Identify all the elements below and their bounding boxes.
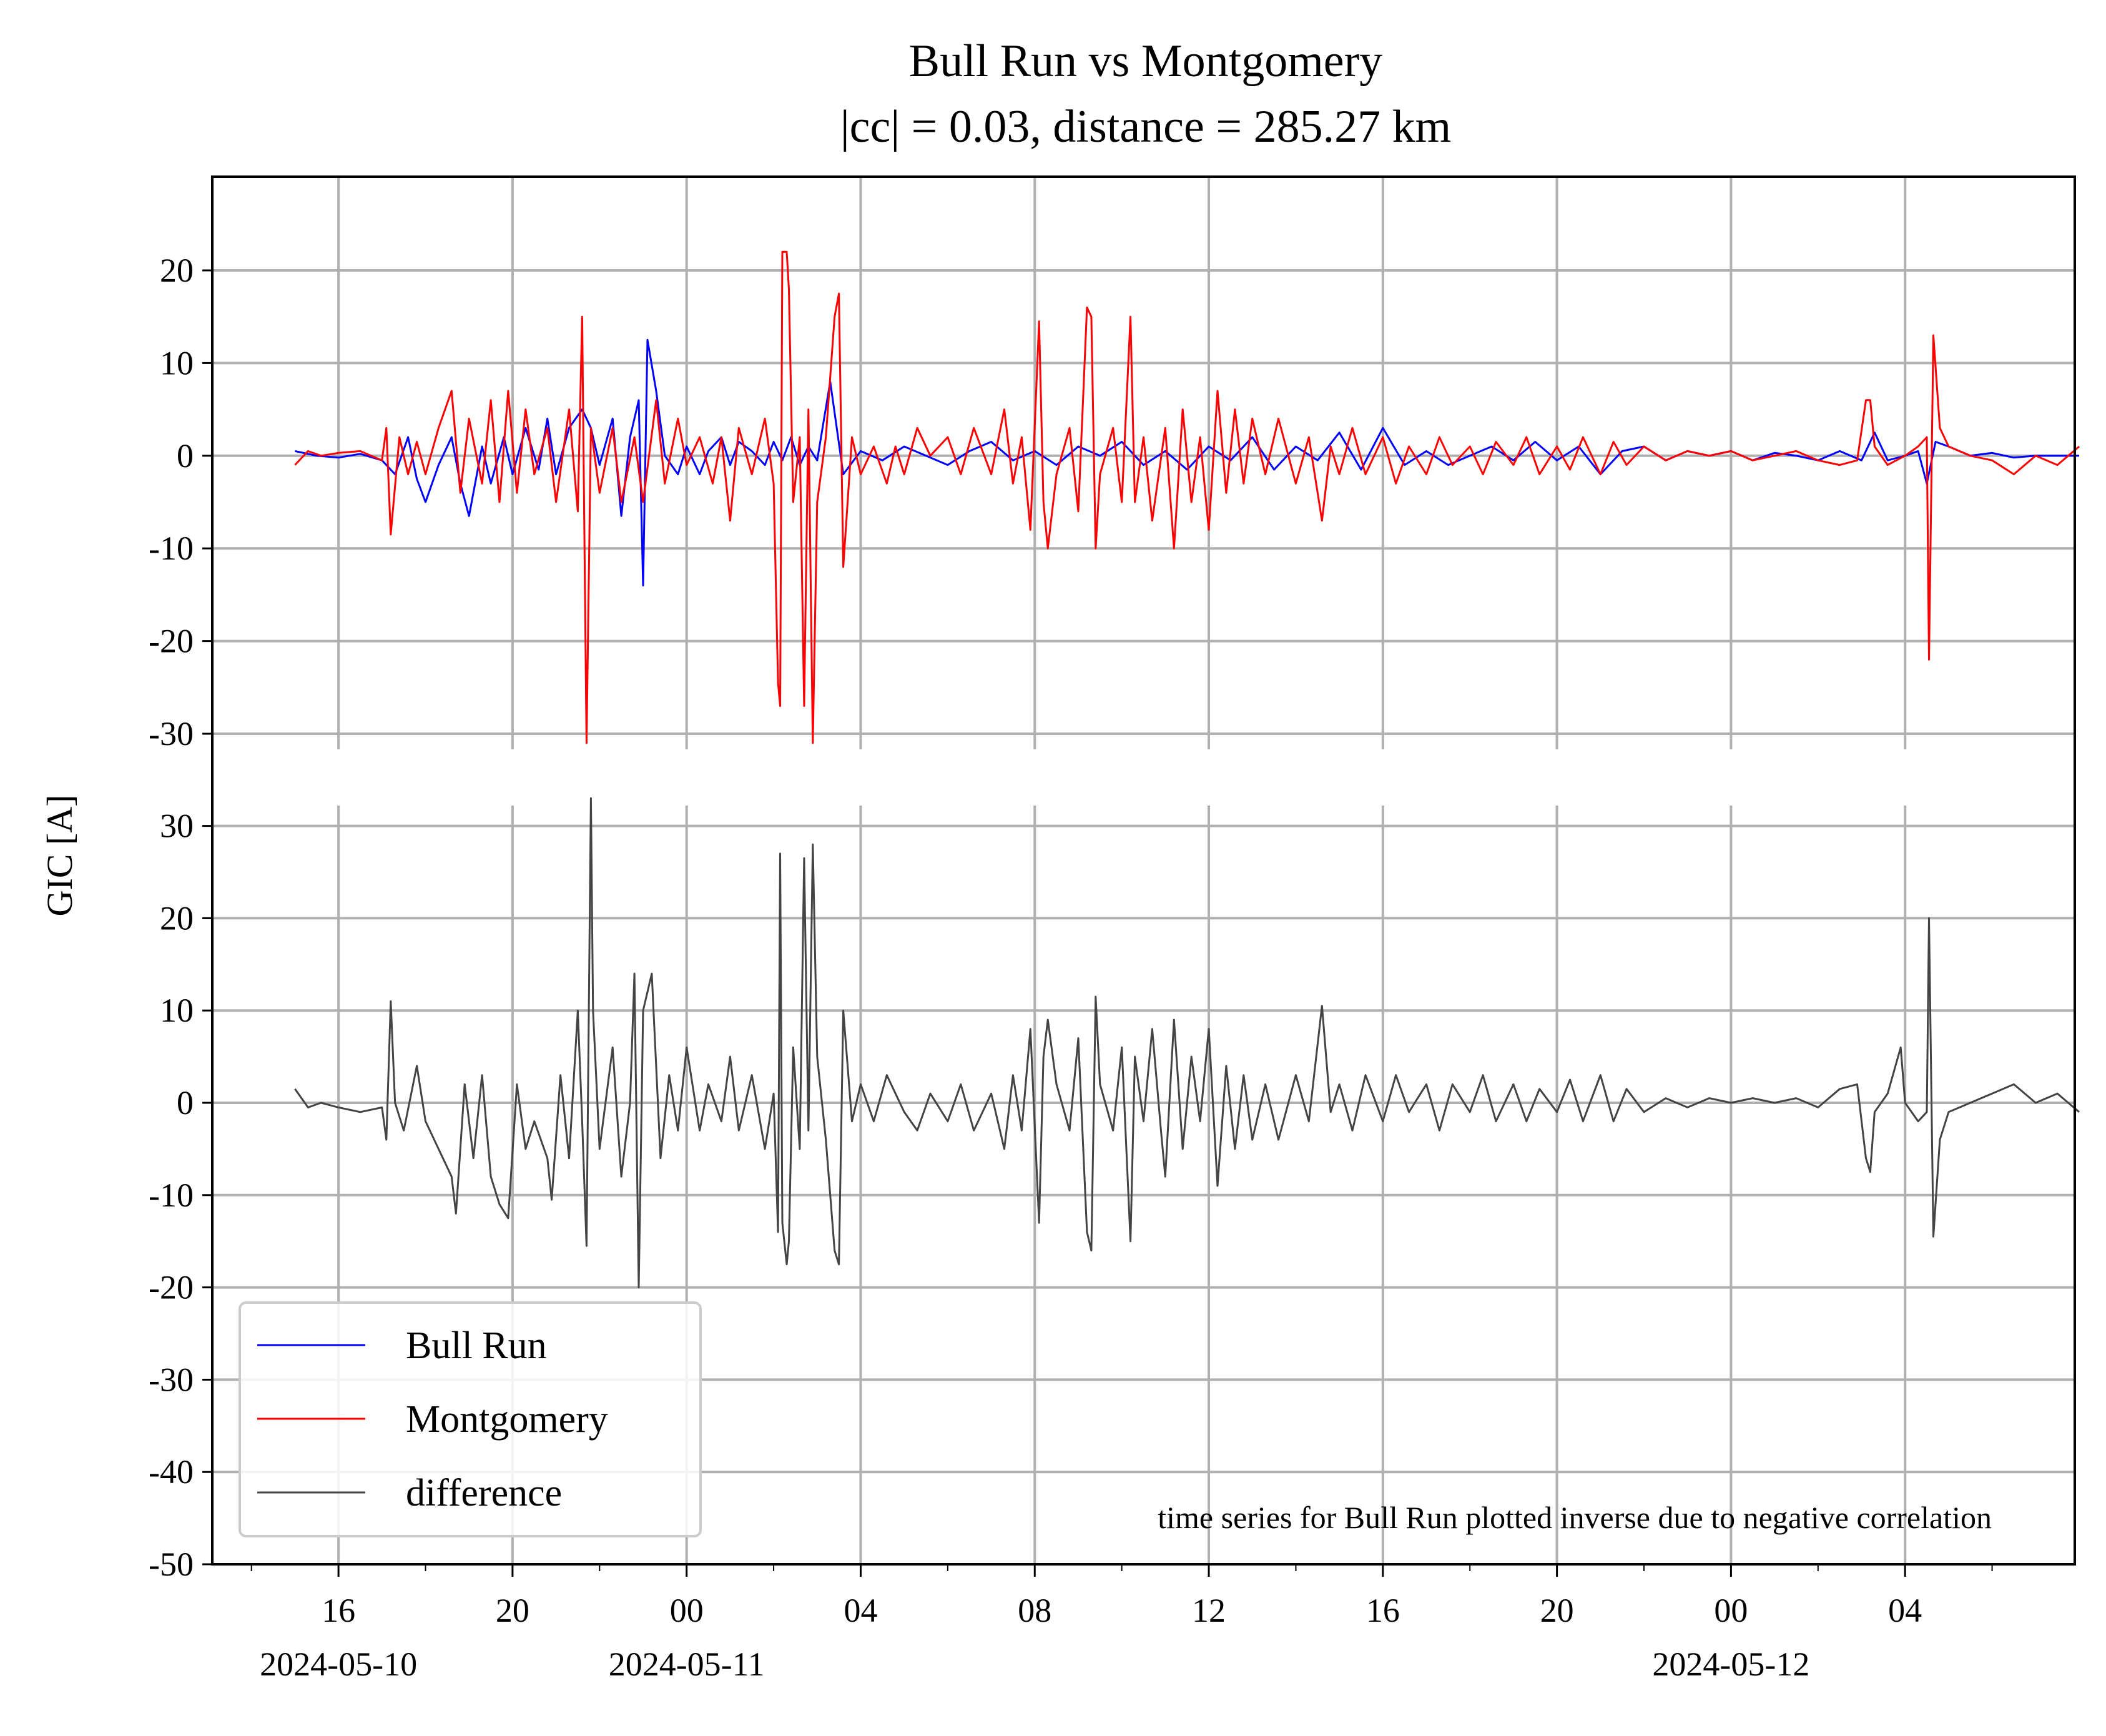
x-tick-label: 20 [1540,1592,1574,1629]
y-tick-label: -20 [149,1269,194,1306]
legend: Bull Run Montgomery difference [239,1301,702,1537]
x-tick-label: 00 [670,1592,704,1629]
chart-subtitle: |cc| = 0.03, distance = 285.27 km [840,101,1451,152]
legend-label-bull-run: Bull Run [406,1324,547,1367]
x-date-label: 2024-05-11 [609,1645,765,1683]
series-line-difference [294,797,2080,1289]
y-tick-label: 0 [177,437,194,475]
y-tick-label: 10 [160,992,194,1029]
y-tick-label: 10 [160,344,194,382]
y-tick-label: 30 [160,807,194,845]
y-tick-label: 20 [160,899,194,937]
y-tick-label: -20 [149,623,194,660]
y-tick-label: -40 [149,1453,194,1491]
legend-label-difference: difference [406,1472,562,1514]
y-tick-label: -50 [149,1546,194,1583]
x-tick-label: 16 [322,1592,355,1629]
axes [202,175,2076,1577]
x-tick-label: 12 [1192,1592,1226,1629]
series-line-montgomery [294,250,2080,744]
legend-box [239,1301,702,1537]
y-tick-label: -10 [149,1176,194,1214]
x-tick-label: 16 [1366,1592,1400,1629]
x-tick-label: 08 [1018,1592,1051,1629]
series-layer [294,250,2080,1289]
chart-title: Bull Run vs Montgomery [909,36,1383,87]
x-date-label: 2024-05-12 [1652,1645,1809,1683]
plot-frame [211,175,2076,1566]
x-tick-label: 20 [496,1592,529,1629]
x-tick-label: 04 [844,1592,877,1629]
y-tick-label: 20 [160,252,194,289]
y-tick-label: 0 [177,1084,194,1122]
y-axis-label: GIC [A] [39,795,80,917]
x-tick-label: 04 [1888,1592,1922,1629]
y-tick-label: -30 [149,715,194,752]
legend-label-montgomery: Montgomery [406,1398,608,1441]
y-tick-label: -30 [149,1361,194,1398]
x-date-label: 2024-05-10 [260,1645,417,1683]
x-tick-label: 00 [1714,1592,1748,1629]
y-tick-label: -10 [149,530,194,567]
chart-annotation: time series for Bull Run plotted inverse… [1158,1500,1992,1535]
tick-labels: 20 10 0 -10 -20 -30 30 20 10 0 -10 -20 -30 -40 -50 16 20… [149,252,1922,1683]
